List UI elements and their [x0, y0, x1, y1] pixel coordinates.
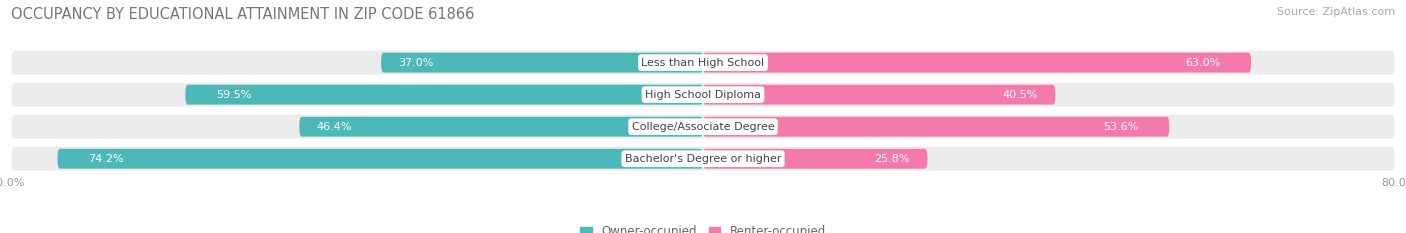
Text: 37.0%: 37.0%	[398, 58, 434, 68]
FancyBboxPatch shape	[11, 147, 1395, 171]
Legend: Owner-occupied, Renter-occupied: Owner-occupied, Renter-occupied	[575, 221, 831, 233]
Text: OCCUPANCY BY EDUCATIONAL ATTAINMENT IN ZIP CODE 61866: OCCUPANCY BY EDUCATIONAL ATTAINMENT IN Z…	[11, 7, 475, 22]
FancyBboxPatch shape	[381, 53, 703, 72]
FancyBboxPatch shape	[703, 149, 928, 169]
Text: 63.0%: 63.0%	[1185, 58, 1220, 68]
Text: 25.8%: 25.8%	[875, 154, 910, 164]
Text: 74.2%: 74.2%	[89, 154, 124, 164]
FancyBboxPatch shape	[703, 117, 1170, 137]
Text: High School Diploma: High School Diploma	[645, 90, 761, 100]
FancyBboxPatch shape	[703, 85, 1056, 105]
FancyBboxPatch shape	[11, 51, 1395, 75]
FancyBboxPatch shape	[299, 117, 703, 137]
Text: Bachelor's Degree or higher: Bachelor's Degree or higher	[624, 154, 782, 164]
Text: 59.5%: 59.5%	[215, 90, 252, 100]
FancyBboxPatch shape	[58, 149, 703, 169]
Text: 40.5%: 40.5%	[1002, 90, 1038, 100]
FancyBboxPatch shape	[11, 83, 1395, 106]
Text: College/Associate Degree: College/Associate Degree	[631, 122, 775, 132]
Text: 53.6%: 53.6%	[1104, 122, 1139, 132]
Text: Source: ZipAtlas.com: Source: ZipAtlas.com	[1277, 7, 1395, 17]
FancyBboxPatch shape	[11, 115, 1395, 139]
Text: 46.4%: 46.4%	[316, 122, 353, 132]
Text: Less than High School: Less than High School	[641, 58, 765, 68]
FancyBboxPatch shape	[186, 85, 703, 105]
FancyBboxPatch shape	[703, 53, 1251, 72]
